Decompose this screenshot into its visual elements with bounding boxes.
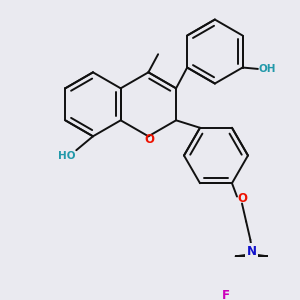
Text: O: O [145, 133, 155, 146]
Text: F: F [222, 290, 230, 300]
Text: O: O [237, 192, 247, 205]
Text: OH: OH [259, 64, 276, 74]
Text: N: N [247, 245, 257, 258]
Text: HO: HO [58, 151, 75, 161]
Text: N: N [247, 245, 257, 258]
